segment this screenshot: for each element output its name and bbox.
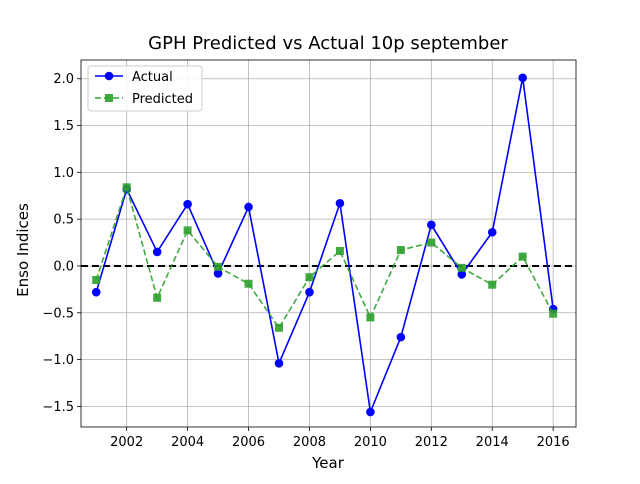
data-point-actual [427, 220, 436, 230]
legend-label-actual: Actual [132, 70, 173, 85]
legend-label-predicted: Predicted [132, 92, 193, 107]
data-point-predicted [549, 309, 558, 318]
x-tick-label: 2006 [232, 435, 265, 450]
data-point-actual [487, 227, 497, 237]
x-tick-label: 2012 [415, 435, 448, 450]
series-line-actual [95, 77, 554, 416]
data-point-actual [91, 287, 101, 297]
data-point-predicted [122, 183, 131, 192]
data-point-actual [396, 332, 406, 342]
data-point-predicted [244, 279, 253, 288]
data-point-predicted [335, 246, 344, 255]
data-point-predicted [396, 246, 405, 255]
grid [81, 60, 576, 427]
data-point-actual [335, 198, 345, 208]
data-point-actual [457, 270, 467, 279]
y-tick-label: 0.0 [53, 259, 74, 274]
x-tick-label: 2002 [110, 435, 143, 450]
data-point-predicted [305, 273, 314, 282]
legend-marker-predicted [105, 94, 113, 102]
series-predicted [92, 183, 558, 332]
data-point-predicted [488, 280, 497, 289]
data-point-actual [366, 407, 375, 417]
data-point-actual [244, 202, 253, 212]
series-actual [91, 73, 558, 417]
y-tick-label: 2.0 [53, 72, 74, 87]
data-point-actual [152, 247, 162, 257]
series-line-predicted [95, 184, 554, 330]
y-tick-label: 0.5 [53, 213, 74, 228]
data-point-predicted [183, 226, 192, 235]
y-tick-label: 1.0 [53, 166, 74, 181]
data-point-predicted [153, 293, 162, 302]
data-point-actual [183, 199, 192, 209]
data-point-predicted [92, 276, 101, 285]
data-point-predicted [518, 252, 527, 261]
data-point-predicted [427, 238, 436, 247]
x-tick-label: 2004 [171, 435, 204, 450]
data-point-predicted [457, 263, 466, 272]
data-point-actual [305, 287, 314, 297]
x-tick-label: 2010 [354, 435, 387, 450]
x-tick-label: 2014 [476, 435, 509, 450]
y-tick-label: 1.5 [53, 119, 74, 134]
axes: 2002 2004 2006 2008 2010 2012 2014 2016 2.0 1.5 1.… [42, 59, 577, 450]
y-tick-label: −0.5 [42, 306, 74, 321]
data-point-predicted [366, 313, 375, 322]
y-tick-label: −1.0 [42, 353, 74, 368]
data-point-predicted [214, 262, 223, 271]
legend-box [87, 65, 203, 112]
plot-frame [80, 59, 577, 428]
chart-title: GPH Predicted vs Actual 10p september [148, 33, 508, 54]
data-point-actual [274, 359, 284, 368]
y-tick-label: −1.5 [42, 400, 74, 415]
legend-marker-actual [104, 71, 114, 81]
x-tick-label: 2016 [537, 435, 570, 450]
data-point-predicted [275, 323, 283, 332]
series-group [91, 73, 558, 417]
data-point-actual [518, 73, 527, 83]
data-point-actual [213, 269, 223, 278]
y-axis-label: Enso Indices [14, 203, 32, 297]
legend: Actual Predicted [87, 65, 203, 112]
x-tick-label: 2008 [293, 435, 326, 450]
x-axis-label: Year [311, 454, 345, 472]
